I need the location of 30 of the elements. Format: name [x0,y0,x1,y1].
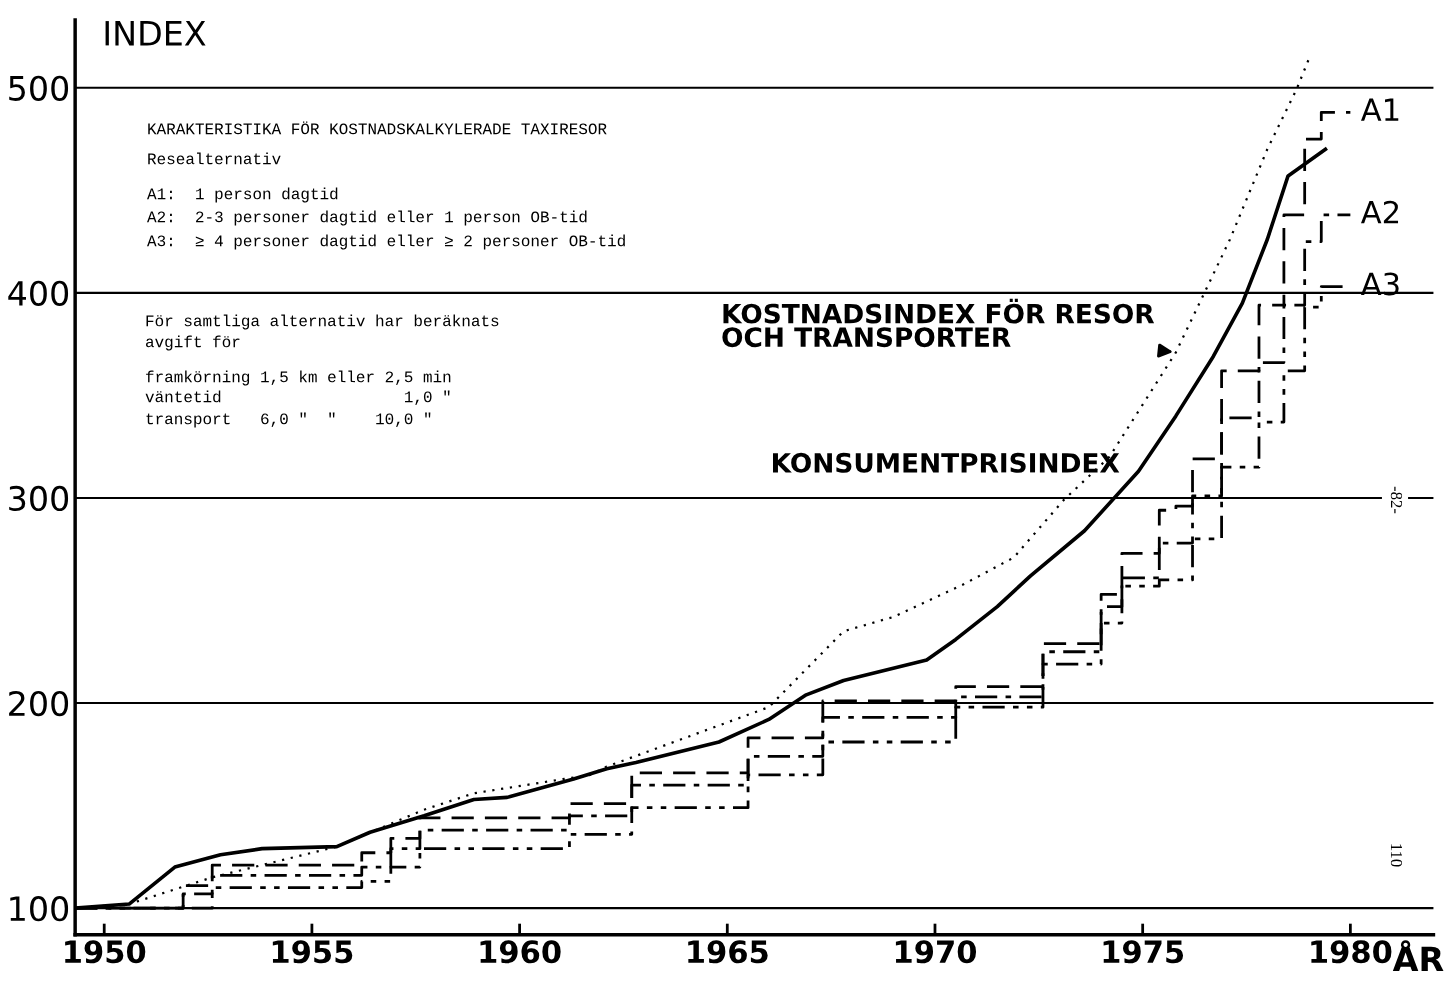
y-tick-label: 300 [9,485,69,512]
annotation: För samtliga alternativ har beräknats [146,314,499,330]
y-tick-label: 200 [9,690,69,717]
annotation: framkörning 1,5 km eller 2,5 min [146,370,451,386]
x-axis-title: ÅR [1392,940,1444,972]
annotation: -82- [1390,486,1403,514]
series-label: A1 [1360,98,1399,121]
annotation: transport 6,0 " " 10,0 " [146,412,431,428]
x-tick-label: 1955 [272,940,353,964]
series-label: A2 [1360,200,1399,224]
annotation: KARAKTERISTIKA FÖR KOSTNADSKALKYLERADE TAXIRESOR [148,121,607,135]
series-label: KONSUMENTPRISINDEX [773,452,1120,473]
series-label: KOSTNADSINDEX FÖR RESOR OCH TRANSPORTER [722,298,1155,348]
annotation: Resealternativ [148,152,281,165]
y-tick-label: 400 [8,280,69,306]
annotation: 110 [1390,844,1403,867]
x-tick-label: 1970 [895,940,977,964]
annotation: väntetid 1,0 " [145,390,450,405]
annotation: A2: 2-3 personer dagtid eller 1 person OB-tid [147,210,587,226]
x-tick-label: 1980 [1311,940,1392,964]
x-tick-label: 1975 [1103,940,1184,964]
y-tick-label: 500 [9,75,69,101]
annotation: A3: ≥ 4 personer dagtid eller ≥ 2 personer OB-tid [147,234,625,250]
x-tick-label: 1960 [480,940,561,964]
annotation: avgift för [146,335,240,351]
annotation: A1: 1 person dagtid [147,187,338,203]
x-tick-label: 1965 [688,940,768,964]
y-tick-label: 100 [10,896,69,922]
x-tick-label: 1950 [65,940,146,964]
y-axis-title: INDEX [105,21,206,46]
